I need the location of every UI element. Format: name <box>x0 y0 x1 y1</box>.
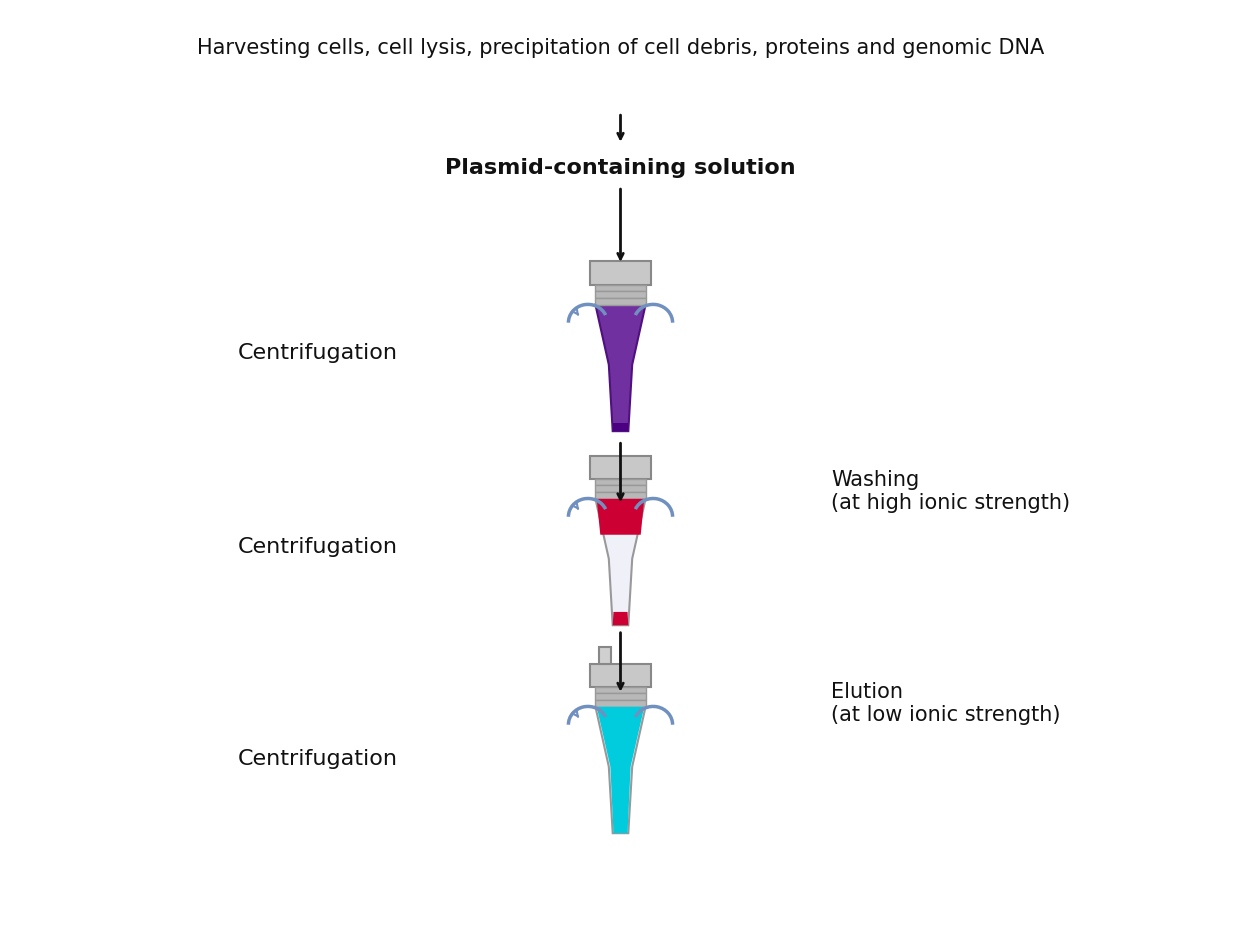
Polygon shape <box>596 706 645 833</box>
Text: Plasmid-containing solution: Plasmid-containing solution <box>446 158 795 178</box>
Text: Centrifugation: Centrifugation <box>237 343 397 362</box>
Polygon shape <box>613 612 628 625</box>
Polygon shape <box>589 664 652 687</box>
Text: Harvesting cells, cell lysis, precipitation of cell debris, proteins and genomic: Harvesting cells, cell lysis, precipitat… <box>197 38 1044 58</box>
Polygon shape <box>589 261 652 285</box>
Polygon shape <box>613 423 628 431</box>
Polygon shape <box>589 455 652 479</box>
Polygon shape <box>596 687 645 693</box>
Polygon shape <box>597 499 644 535</box>
Text: Elution
(at low ionic strength): Elution (at low ionic strength) <box>831 682 1061 726</box>
Polygon shape <box>596 479 645 486</box>
Text: Centrifugation: Centrifugation <box>237 749 397 769</box>
Polygon shape <box>596 486 645 492</box>
Polygon shape <box>596 499 645 625</box>
Polygon shape <box>597 706 644 833</box>
Text: Washing
(at high ionic strength): Washing (at high ionic strength) <box>831 470 1070 513</box>
Polygon shape <box>599 647 612 664</box>
Text: Centrifugation: Centrifugation <box>237 537 397 557</box>
Polygon shape <box>596 492 645 499</box>
Polygon shape <box>596 700 645 706</box>
Polygon shape <box>596 291 645 298</box>
Polygon shape <box>596 298 645 305</box>
Polygon shape <box>596 693 645 700</box>
Polygon shape <box>596 305 645 431</box>
Polygon shape <box>596 285 645 291</box>
